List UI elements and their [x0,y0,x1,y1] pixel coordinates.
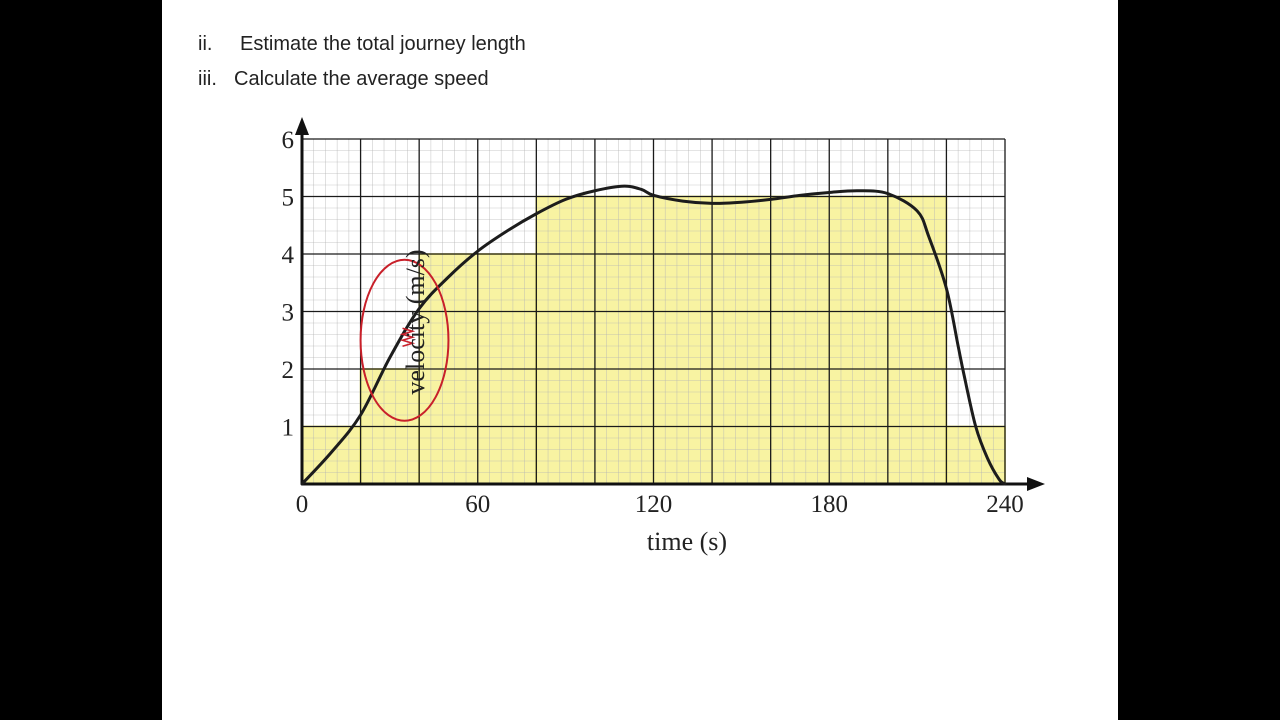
y-tick-label: 2 [282,357,295,384]
question-text: Estimate the total journey length [240,33,526,55]
velocity-curve-group [300,184,1007,486]
y-tick-label: 4 [282,242,295,269]
slide: ii. Estimate the total journey length ii… [162,0,1118,720]
estimate-block [535,195,948,485]
y-axis-arrow [295,117,309,135]
x-tick-label: 0 [296,491,309,518]
x-tick-label: 180 [811,491,849,518]
x-tick-label: 120 [635,491,673,518]
y-tick-label: 1 [282,415,295,442]
question-text: Calculate the average speed [234,68,489,90]
velocity-curve [300,184,1007,486]
x-axis-arrow [1027,477,1045,491]
annotation-circle [359,258,450,422]
major-grid [301,138,1006,485]
tick-labels: 0 60 120 180 240 1 2 3 4 5 6 [282,127,1024,518]
question-number: ii. [198,33,213,55]
velocity-time-chart: 0 60 120 180 240 1 2 3 4 5 6 time (s) velocity (m/… [282,117,1045,556]
annotations [359,258,450,422]
annotation-scribble [399,327,416,348]
question-number: iii. [198,68,217,90]
y-tick-label: 5 [282,185,295,212]
axes [295,117,1045,491]
x-tick-label: 60 [465,491,490,518]
y-axis-label: velocity (m/s) [401,249,430,394]
x-tick-label: 240 [986,491,1024,518]
y-tick-label: 6 [282,127,295,154]
x-axis-label: time (s) [647,527,727,556]
y-tick-label: 3 [282,300,295,327]
